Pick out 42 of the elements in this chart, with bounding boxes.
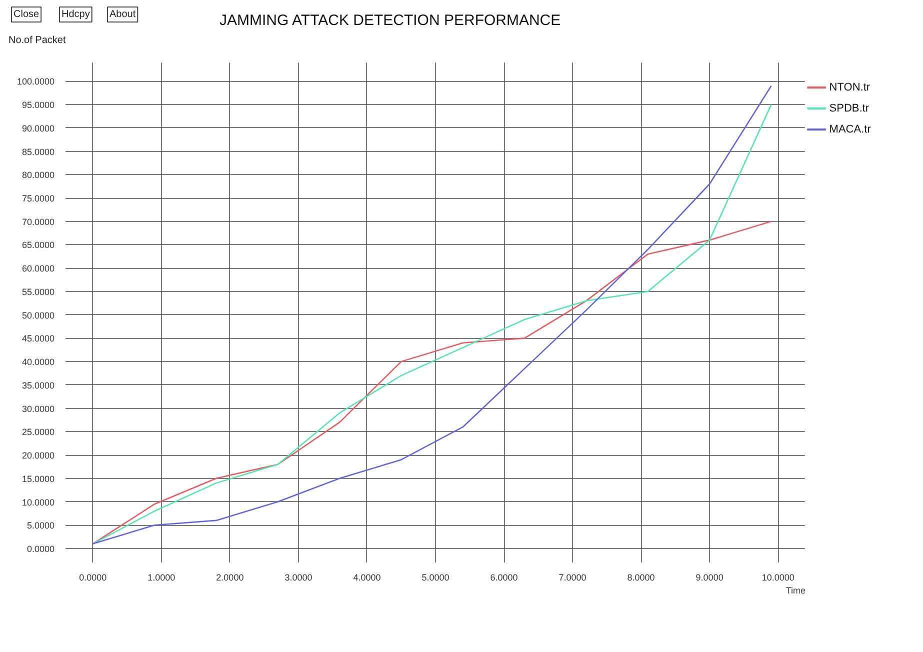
legend-label: NTON.tr — [829, 82, 870, 94]
x-tick-label: 9.0000 — [696, 572, 724, 582]
y-tick-label: 90.0000 — [22, 123, 55, 134]
y-tick-label: 95.0000 — [22, 100, 55, 110]
y-tick-label: 10.0000 — [22, 497, 55, 508]
legend-label: SPDB.tr — [829, 102, 870, 114]
x-tick-label: 5.0000 — [422, 572, 450, 582]
x-tick-label: 6.0000 — [490, 572, 518, 582]
x-tick-label: 4.0000 — [353, 572, 381, 582]
x-axis-title: Time — [786, 586, 806, 596]
y-tick-label: 85.0000 — [22, 146, 55, 157]
x-tick-label: 0.0000 — [79, 572, 107, 582]
y-tick-label: 55.0000 — [22, 286, 55, 297]
x-tick-label: 3.0000 — [284, 572, 312, 582]
y-tick-label: 40.0000 — [22, 357, 55, 368]
y-tick-label: 65.0000 — [22, 240, 55, 250]
y-tick-label: 25.0000 — [22, 427, 55, 438]
line-series — [92, 220, 772, 544]
text: About — [110, 9, 136, 20]
y-tick-label: 70.0000 — [22, 216, 55, 227]
y-tick-label: 80.0000 — [22, 170, 55, 180]
legend-label: MACA.tr — [829, 124, 872, 136]
y-tick-label: 100.0000 — [16, 76, 55, 87]
y-tick-label: 15.0000 — [22, 474, 55, 484]
x-tick-label: 7.0000 — [558, 572, 586, 582]
text: Hdcpy — [62, 9, 90, 20]
chart-title: JAMMING ATTACK DETECTION PERFORMANCE — [220, 12, 561, 29]
y-tick-label: 60.0000 — [22, 264, 55, 274]
x-tick-label: 10.0000 — [762, 572, 794, 582]
x-tick-label: 1.0000 — [148, 572, 176, 582]
y-tick-label: 45.0000 — [22, 334, 55, 344]
y-tick-label: 0.0000 — [26, 544, 55, 554]
x-tick-label: 8.0000 — [627, 572, 655, 582]
y-tick-label: 50.0000 — [22, 310, 55, 320]
y-tick-label: 75.0000 — [22, 194, 55, 204]
y-tick-label: 20.0000 — [22, 450, 55, 461]
y-tick-label: 35.0000 — [22, 380, 55, 390]
y-tick-label: 30.0000 — [22, 404, 55, 414]
y-axis-title: No.of Packet — [8, 35, 66, 46]
y-tick-label: 5.0000 — [26, 520, 55, 531]
text: Close — [14, 9, 40, 20]
x-tick-label: 2.0000 — [216, 572, 244, 582]
